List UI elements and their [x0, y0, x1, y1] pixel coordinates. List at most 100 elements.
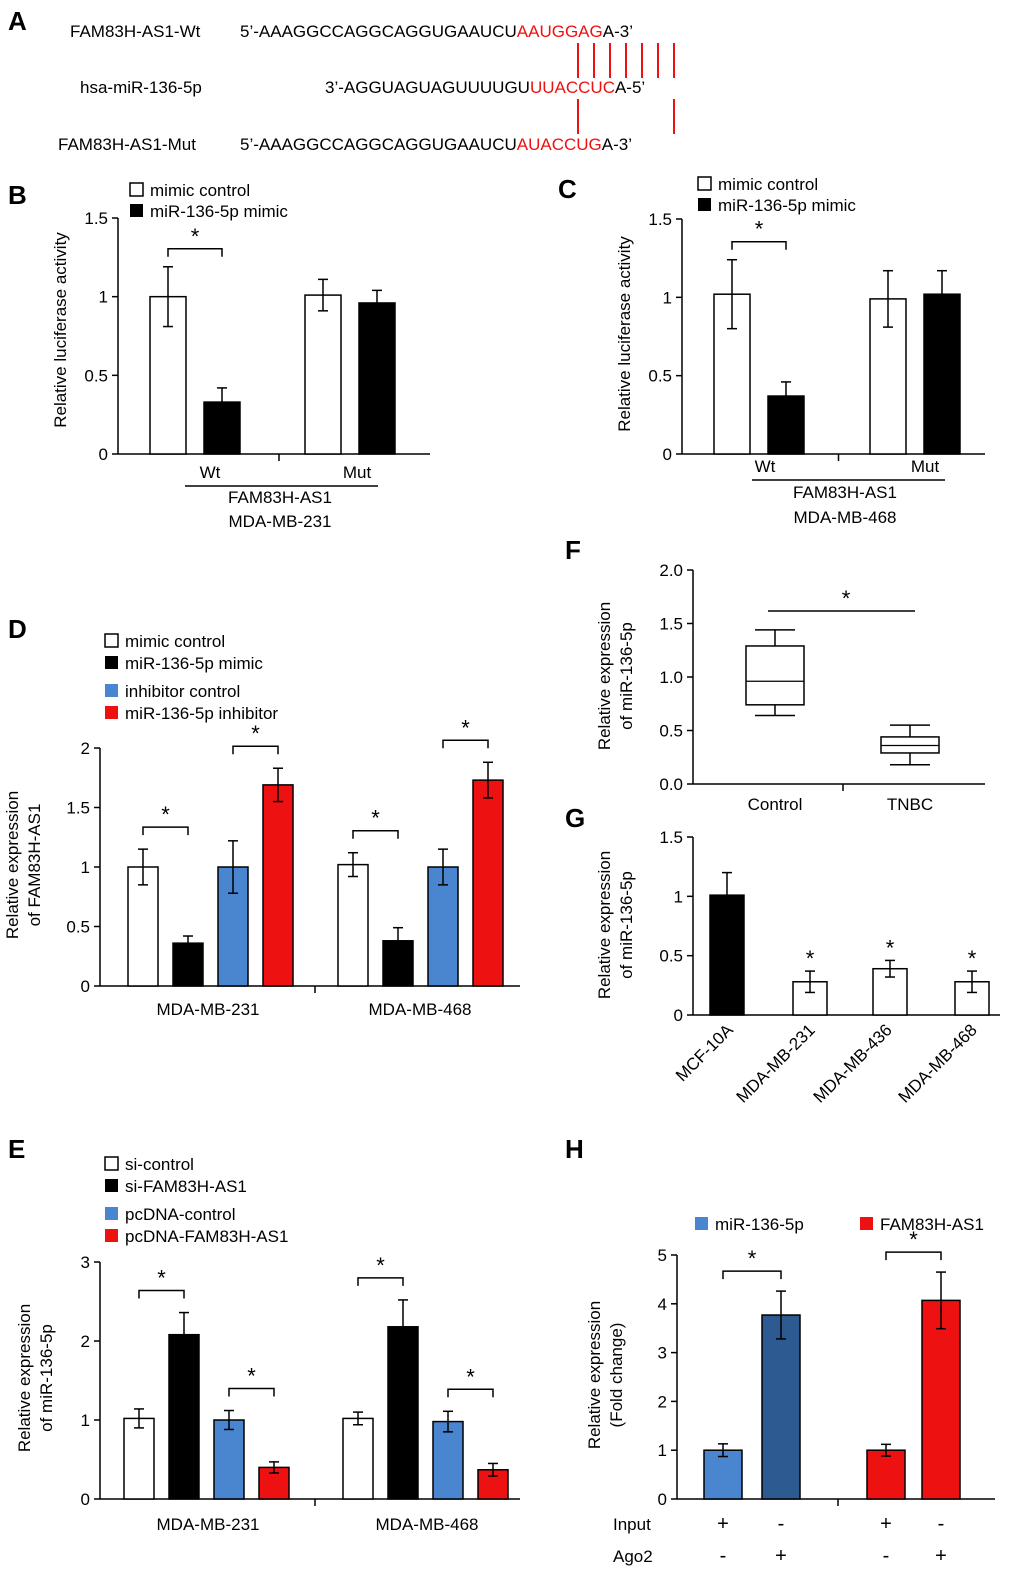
y-tick-label: 1: [663, 288, 672, 307]
y-axis-title: Relative expression: [595, 602, 614, 750]
y-axis-title: of FAM83H-AS1: [25, 804, 44, 927]
plot-e: 0 1 2 3 * * * *: [81, 1253, 520, 1509]
y-axis-title: of miR-136-5p: [617, 871, 636, 979]
plot-h: 0 1 2 3 4 5 * *: [658, 1227, 995, 1509]
legend-swatch: [129, 182, 144, 197]
y-axis-title: Relative expression: [595, 851, 614, 999]
bar: [262, 784, 294, 987]
row-mark: +: [717, 1513, 729, 1535]
panel-label-a: A: [8, 6, 27, 36]
significance-bracket: [142, 826, 189, 836]
legend-swatch: [105, 684, 118, 697]
legend-swatch: [860, 1217, 873, 1230]
legend-label: FAM83H-AS1: [880, 1215, 984, 1234]
y-tick-label: 1: [81, 1411, 90, 1430]
panel-label-d: D: [8, 614, 27, 644]
plot-c: 0 0.5 1 1.5 *: [648, 210, 985, 464]
bar: [921, 1299, 961, 1500]
y-tick-label: 0: [81, 1490, 90, 1509]
y-tick-label: 0: [663, 445, 672, 464]
category-label: Wt: [755, 457, 776, 476]
mir-prefix: 3’-AGGUAGUAGUUUUGU: [325, 78, 530, 97]
bar: [342, 1417, 374, 1500]
legend-label: miR-136-5p: [715, 1215, 804, 1234]
bar: [337, 863, 369, 987]
wt-suffix: A-3’: [603, 22, 633, 41]
category-label: MDA-MB-468: [895, 1020, 981, 1106]
y-tick-label: 1: [658, 1441, 667, 1460]
y-tick-label: 1.0: [659, 668, 683, 687]
category-label: MDA-MB-231: [157, 1000, 260, 1019]
y-tick-label: 1.5: [648, 210, 672, 229]
row-mark: -: [720, 1545, 727, 1567]
bar: [168, 1333, 200, 1500]
y-tick-label: 3: [81, 1253, 90, 1272]
bar: [761, 1314, 801, 1500]
significance-bracket: [357, 1277, 404, 1286]
y-tick-label: 0.5: [648, 367, 672, 386]
y-tick-label: 1.5: [659, 615, 683, 634]
y-axis-title: Relative luciferase activity: [51, 232, 70, 428]
y-tick-label: 3: [658, 1344, 667, 1363]
legend-label: mimic control: [125, 632, 225, 651]
row-mark: -: [938, 1513, 945, 1535]
y-tick-label: 1.5: [659, 828, 683, 847]
legend-swatch: [105, 656, 118, 669]
y-tick-label: 5: [658, 1246, 667, 1265]
plot-d: 0 0.5 1 1.5 2 * * * *: [66, 715, 520, 996]
bar: [427, 866, 459, 987]
legend-swatch: [697, 176, 712, 191]
bar: [387, 1326, 419, 1500]
mir-label: hsa-miR-136-5p: [80, 78, 202, 97]
y-tick-label: 1.5: [84, 209, 108, 228]
y-tick-label: 0.5: [66, 918, 90, 937]
cell-line-label: MDA-MB-468: [794, 508, 897, 527]
legend-label: miR-136-5p mimic: [150, 202, 288, 221]
bar: [123, 1417, 155, 1500]
panel-label-e: E: [8, 1134, 25, 1164]
legend-swatch: [104, 633, 119, 648]
significance-label: *: [909, 1227, 918, 1252]
significance-label: *: [968, 946, 977, 971]
significance-bracket: [731, 240, 787, 250]
bar: [213, 1419, 245, 1500]
group-label: FAM83H-AS1: [793, 483, 897, 502]
row-label-ago2: Ago2: [613, 1547, 653, 1566]
y-axis-title: Relative expression: [15, 1304, 34, 1452]
legend-e: si-control si-FAM83H-AS1 pcDNA-control p…: [104, 1155, 288, 1246]
mir-seed: UUACCUC: [530, 78, 615, 97]
row-label-input: Input: [613, 1515, 651, 1534]
legend-swatch: [130, 204, 143, 217]
bar: [923, 293, 961, 455]
significance-label: *: [376, 1253, 385, 1278]
panel-b: B mimic control miR-136-5p mimic Relativ…: [8, 180, 430, 531]
y-tick-label: 0: [99, 445, 108, 464]
legend-label: mimic control: [150, 181, 250, 200]
legend-swatch: [105, 1229, 118, 1242]
category-label: MDA-MB-468: [376, 1515, 479, 1534]
significance-bracket: [885, 1251, 942, 1261]
plot-b: 0 0.5 1 1.5 *: [84, 209, 430, 464]
y-tick-label: 1: [81, 858, 90, 877]
cell-line-label: MDA-MB-231: [229, 512, 332, 531]
panel-h: H miR-136-5p FAM83H-AS1 Relative express…: [565, 1134, 995, 1567]
legend-swatch: [105, 1179, 118, 1192]
legend-swatch: [698, 198, 711, 211]
mut-prefix: 5’-AAAGGCCAGGCAGGUGAAUCU: [240, 135, 517, 154]
legend-label: si-control: [125, 1155, 194, 1174]
legend-swatch: [695, 1217, 708, 1230]
legend-label: pcDNA-control: [125, 1205, 236, 1224]
significance-bracket: [352, 829, 399, 839]
wt-prefix: 5’-AAAGGCCAGGCAGGUGAAUCU: [240, 22, 517, 41]
legend-swatch: [105, 706, 118, 719]
row-mark: -: [883, 1545, 890, 1567]
y-tick-label: 0: [658, 1490, 667, 1509]
row-mark: +: [775, 1545, 787, 1567]
panel-label-f: F: [565, 535, 581, 565]
mir-sequence: 3’-AGGUAGUAGUUUUGUUUACCUCA-5’: [325, 78, 645, 97]
category-label: Control: [748, 795, 803, 814]
significance-label: *: [371, 806, 380, 831]
legend-b: mimic control miR-136-5p mimic: [129, 181, 288, 221]
legend-label: mimic control: [718, 175, 818, 194]
